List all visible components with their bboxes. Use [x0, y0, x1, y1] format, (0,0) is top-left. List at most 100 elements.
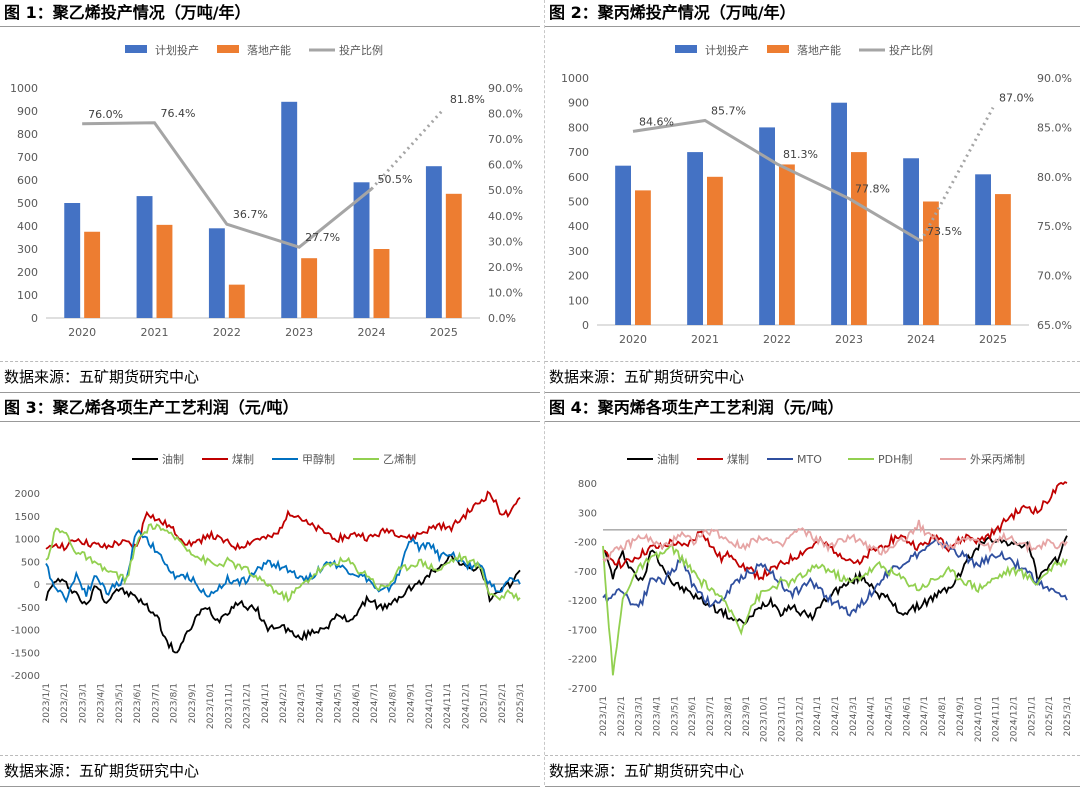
bar-actual — [635, 190, 651, 325]
ratio-label: 50.5% — [378, 173, 413, 186]
x-tick-label: 2024/5/1 — [334, 683, 344, 723]
legend-swatch — [217, 45, 239, 53]
bar-plan — [975, 174, 991, 325]
y-tick-label: -700 — [574, 567, 597, 578]
legend-label: 计划投产 — [705, 43, 749, 57]
y2-tick-label: 70.0% — [1037, 270, 1072, 283]
bar-plan — [687, 152, 703, 325]
legend-label: 落地产能 — [797, 43, 841, 57]
y-tick-label: 400 — [568, 220, 589, 233]
panel-pp-profit: 图 4：聚丙烯各项生产工艺利润（元/吨） 800 300 -200 -700 -1200… — [545, 395, 1080, 787]
legend-label: 油制 — [162, 452, 184, 466]
x-tick-label: 2024/1/1 — [261, 683, 271, 723]
y-tick-label: -1700 — [568, 625, 597, 636]
y2-tick-label: 90.0% — [488, 82, 523, 95]
ratio-label: 73.5% — [927, 225, 962, 238]
panel-pe-capacity: 图 1：聚乙烯投产情况（万吨/年） 0 100 200 300 400 500 600 700… — [0, 0, 540, 393]
ratio-line — [632, 118, 922, 243]
x-tick-label: 2023/1/1 — [42, 683, 52, 723]
pp-capacity-chart: 0 100 200 300 400 500 600 700 800 900 1000 65.0% 70.… — [561, 43, 1072, 346]
y-tick-label: 900 — [17, 105, 38, 118]
ratio-label: 81.8% — [450, 93, 485, 106]
y-tick-label: 100 — [568, 294, 589, 307]
ratio-line-forecast — [919, 106, 995, 242]
ratio-label: 76.4% — [161, 107, 196, 120]
x-tick-label: 2023/5/1 — [670, 696, 680, 736]
x-tick-label: 2024/11/1 — [443, 683, 453, 729]
x-tick-label: 2023/6/1 — [688, 696, 698, 736]
series-line — [45, 490, 521, 552]
bar-plan — [831, 102, 847, 325]
legend-label: 外采丙烯制 — [970, 453, 1025, 466]
panel-pe-profit: 图 3：聚乙烯各项生产工艺利润（元/吨） -2000 -1500 -1000 -500… — [0, 395, 540, 787]
x-tick-label: 2024/2/1 — [279, 683, 289, 723]
y-tick-label: -1200 — [568, 596, 597, 607]
x-tick-label: 2023/7/1 — [706, 696, 716, 736]
x-tick-label: 2024/5/1 — [885, 696, 895, 736]
bar-actual — [923, 201, 939, 325]
series-line — [45, 554, 521, 654]
x-tick-label: 2023/3/1 — [635, 696, 645, 736]
y-tick-label: -500 — [17, 603, 40, 614]
bar-plan — [353, 182, 370, 318]
x-tick-label: 2024/6/1 — [352, 683, 362, 723]
x-tick-label: 2024/9/1 — [956, 696, 966, 736]
y-tick-label: -2000 — [11, 671, 40, 682]
legend-label: 投产比例 — [889, 43, 933, 57]
bar-actual — [156, 224, 173, 318]
panel-title: 图 3：聚乙烯各项生产工艺利润（元/吨） — [0, 395, 540, 422]
ratio-label: 76.0% — [88, 108, 123, 121]
bar-plan — [136, 196, 153, 318]
legend-label: 计划投产 — [155, 43, 199, 57]
y-tick-label: 800 — [17, 128, 38, 141]
x-tick-label: 2024/3/1 — [297, 683, 307, 723]
x-tick-label: 2023 — [835, 333, 863, 346]
y-tick-label: 100 — [17, 289, 38, 302]
x-tick-label: 2020 — [619, 333, 647, 346]
y-tick-label: 200 — [568, 270, 589, 283]
series-line — [45, 523, 521, 603]
legend-label: 投产比例 — [339, 43, 383, 57]
y2-tick-label: 70.0% — [488, 133, 523, 146]
x-tick-label: 2023/9/1 — [188, 683, 198, 723]
legend-label: 甲醇制 — [302, 452, 335, 466]
ratio-label: 81.3% — [783, 148, 818, 161]
y-tick-label: 700 — [568, 146, 589, 159]
y2-tick-label: 75.0% — [1037, 220, 1072, 233]
y-tick-label: 0 — [34, 580, 40, 591]
y-tick-label: 200 — [17, 266, 38, 279]
ratio-label: 87.0% — [999, 92, 1034, 105]
x-tick-label: 2024 — [907, 333, 935, 346]
bar-plan — [425, 166, 442, 318]
x-tick-label: 2024/2/1 — [831, 696, 841, 736]
y2-tick-label: 80.0% — [488, 108, 523, 121]
y-tick-label: 800 — [568, 121, 589, 134]
y2-tick-label: 60.0% — [488, 159, 523, 172]
x-tick-label: 2023/3/1 — [78, 683, 88, 723]
y2-tick-label: 0.0% — [488, 312, 516, 325]
x-tick-label: 2023/7/1 — [151, 683, 161, 723]
x-tick-label: 2023/4/1 — [653, 696, 663, 736]
legend-label: 煤制 — [232, 453, 254, 466]
y-tick-label: 1000 — [15, 535, 40, 546]
y-tick-label: 0 — [31, 312, 38, 325]
y-tick-label: 1500 — [15, 512, 40, 523]
y2-tick-label: 50.0% — [488, 184, 523, 197]
x-tick-label: 2022 — [763, 333, 791, 346]
source-note: 数据来源：五矿期货研究中心 — [0, 755, 540, 787]
bar-plan — [615, 165, 631, 325]
legend-swatch — [125, 45, 147, 53]
ratio-label: 84.6% — [639, 115, 674, 128]
x-tick-label: 2025/1/1 — [480, 683, 490, 723]
legend-swatch — [675, 45, 697, 53]
x-tick-label: 2023/2/1 — [617, 696, 627, 736]
x-tick-label: 2023 — [285, 326, 313, 339]
x-tick-label: 2023/2/1 — [60, 683, 70, 723]
y-tick-label: 500 — [568, 196, 589, 209]
x-tick-label: 2024 — [358, 326, 386, 339]
y2-tick-label: 10.0% — [488, 286, 523, 299]
y-tick-label: -2200 — [568, 655, 597, 666]
y-tick-label: 800 — [578, 479, 597, 490]
x-tick-label: 2021 — [691, 333, 719, 346]
y-tick-label: -2700 — [568, 684, 597, 695]
